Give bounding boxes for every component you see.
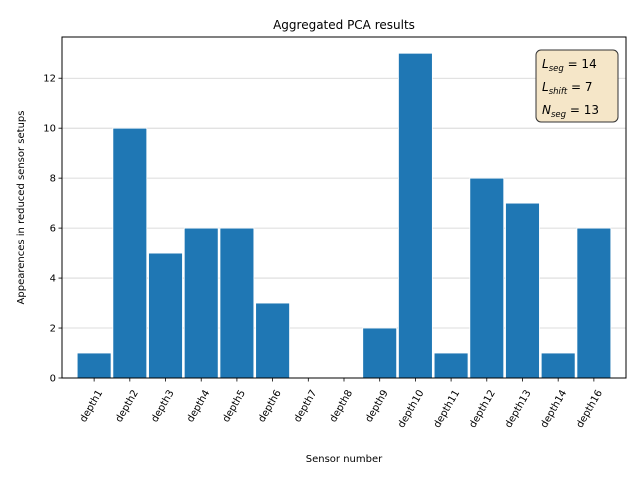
x-tick-label: depth9	[364, 388, 391, 424]
bar	[540, 352, 576, 379]
x-tick-label: depth10	[396, 388, 426, 430]
x-tick-label: depth16	[575, 388, 605, 430]
y-axis-ticks: 0 2 4 6 8 10 12	[43, 74, 62, 385]
x-tick-label: depth7	[292, 388, 319, 424]
bar	[469, 177, 505, 379]
bar	[433, 352, 469, 379]
y-tick-label: 12	[43, 74, 56, 85]
x-tick-label: depth5	[221, 388, 248, 424]
y-tick-label: 2	[50, 324, 56, 335]
x-tick-label: depth14	[539, 388, 569, 430]
x-tick-label: depth8	[328, 388, 355, 424]
bar	[112, 127, 148, 379]
y-axis-label: Appearences in reduced sensor setups	[16, 111, 27, 305]
chart-title: Aggregated PCA results	[273, 18, 415, 32]
bar	[148, 252, 183, 379]
x-tick-label: depth3	[149, 388, 176, 424]
annotation-box	[535, 49, 619, 123]
parameter-annotation: Lseg = 14 Lshift = 7 Nseg = 13	[535, 49, 619, 123]
x-tick-label: depth4	[185, 388, 212, 424]
bar	[362, 327, 398, 379]
annotation-line: Lshift = 7	[542, 80, 593, 97]
annotation-line: Lseg = 14	[542, 57, 597, 74]
annotation-line: Nseg = 13	[542, 103, 599, 120]
bar	[183, 227, 219, 379]
bar	[576, 227, 612, 379]
bar	[505, 202, 540, 379]
y-tick-label: 10	[43, 124, 56, 135]
bar	[76, 352, 112, 379]
bar	[398, 52, 433, 379]
bar	[255, 302, 290, 379]
x-tick-label: depth12	[467, 388, 497, 430]
x-tick-label: depth11	[432, 388, 462, 430]
x-tick-label: depth6	[256, 388, 283, 424]
bars	[76, 52, 612, 379]
y-tick-label: 0	[50, 374, 56, 385]
x-tick-label: depth1	[78, 388, 105, 424]
y-tick-label: 8	[50, 174, 56, 185]
y-tick-label: 6	[50, 224, 56, 235]
bar	[219, 227, 255, 379]
x-axis-ticks: depth1 depth2 depth3 depth4 depth5 depth6 dept…	[78, 378, 605, 430]
x-axis-label: Sensor number	[306, 454, 383, 465]
x-tick-label: depth13	[503, 388, 533, 430]
y-tick-label: 4	[50, 274, 56, 285]
x-tick-label: depth2	[114, 388, 141, 424]
